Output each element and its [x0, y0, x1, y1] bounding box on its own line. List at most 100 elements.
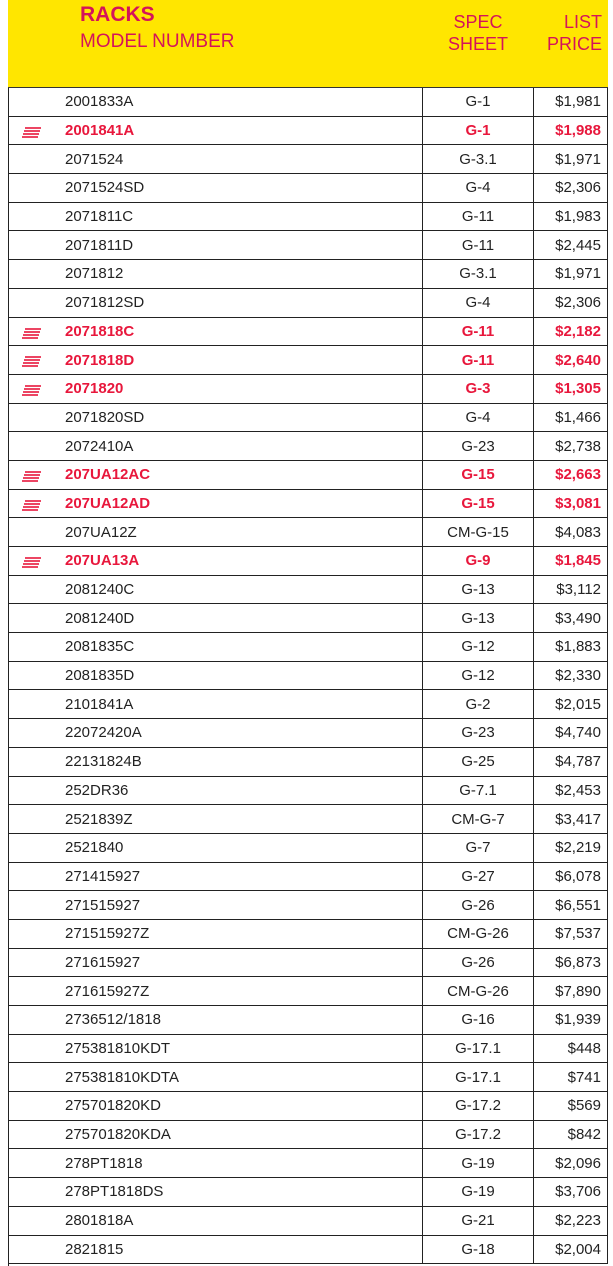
table-row: 2071811C G-11 $1,983 [8, 202, 608, 232]
price-cell: $2,453 [534, 776, 608, 805]
spec-cell: G-19 [422, 1149, 534, 1178]
table-row: 2072410A G-23 $2,738 [8, 432, 608, 461]
table-row: 2071818D G-11 $2,640 [8, 346, 608, 375]
model-cell: 275381810KDTA [65, 1068, 179, 1086]
table-row: 2071820 G-3 $1,305 [8, 374, 608, 404]
table-row: 2071812 G-3.1 $1,971 [8, 260, 608, 289]
price-cell: $6,873 [534, 948, 608, 977]
model-cell: 2071811C [65, 208, 134, 226]
new-icon [22, 470, 42, 487]
model-cell: 252DR36 [65, 781, 129, 799]
spec-cell: G-13 [422, 604, 534, 633]
price-cell: $2,663 [534, 460, 608, 489]
price-cell: $1,971 [534, 260, 608, 288]
price-cell: $1,845 [534, 547, 608, 575]
spec-cell: G-11 [422, 317, 534, 346]
spec-cell: G-9 [422, 547, 534, 575]
price-cell: $4,083 [534, 518, 608, 546]
model-cell: 2071820 [65, 380, 124, 398]
price-cell: $741 [534, 1063, 608, 1092]
table-row: 207UA12AD G-15 $3,081 [8, 489, 608, 519]
table-row: 207UA13A G-9 $1,845 [8, 547, 608, 576]
price-cell: $2,330 [534, 661, 608, 690]
model-cell: 2081240D [65, 609, 135, 627]
spec-cell: G-3.1 [422, 145, 534, 174]
price-cell: $2,640 [534, 346, 608, 374]
left-border [8, 88, 9, 1266]
icon [22, 327, 41, 339]
table-row: 2071524SD G-4 $2,306 [8, 174, 608, 203]
icon [22, 499, 41, 511]
price-cell: $842 [534, 1120, 608, 1149]
model-cell: 278PT1818 [65, 1154, 143, 1172]
price-cell: $3,417 [534, 805, 608, 833]
title: RACKS [80, 3, 155, 26]
spec-cell: CM-G-26 [422, 977, 534, 1005]
spec-cell: G-11 [422, 202, 534, 231]
price-cell: $7,890 [534, 977, 608, 1005]
model-cell: 2821815 [65, 1240, 124, 1258]
model-cell: 2071818C [65, 322, 135, 340]
table-row: 2071820SD G-4 $1,466 [8, 403, 608, 433]
spec-cell: G-1 [422, 116, 534, 145]
icon [22, 385, 41, 396]
table-row: 252DR36 G-7.1 $2,453 [8, 776, 608, 806]
icon [22, 471, 41, 482]
model-cell: 2081835D [65, 667, 135, 685]
model-cell: 271515927 [65, 896, 141, 914]
price-cell: $2,219 [534, 833, 608, 862]
model-cell: 275701820KD [65, 1097, 161, 1115]
table-row: 22131824B G-25 $4,787 [8, 747, 608, 777]
model-cell: 271615927Z [65, 982, 150, 1000]
table-row: 2521839Z CM-G-7 $3,417 [8, 805, 608, 834]
table-row: 275701820KDA G-17.2 $842 [8, 1120, 608, 1150]
table-row: 22072420A G-23 $4,740 [8, 719, 608, 748]
spec-cell: G-15 [422, 489, 534, 518]
spec-cell: G-25 [422, 747, 534, 776]
model-cell: 2801818A [65, 1212, 134, 1230]
price-cell: $2,306 [534, 174, 608, 202]
table-row: 2071524 G-3.1 $1,971 [8, 145, 608, 175]
model-cell: 207UA12Z [65, 523, 137, 541]
spec-cell: G-23 [422, 432, 534, 460]
spec-cell: G-4 [422, 288, 534, 317]
model-cell: 271415927 [65, 867, 141, 885]
table-row: 271515927 G-26 $6,551 [8, 891, 608, 920]
price-cell: $1,883 [534, 633, 608, 661]
model-cell: 2071812SD [65, 294, 145, 312]
icon [22, 356, 41, 367]
table-row: 275381810KDTA G-17.1 $741 [8, 1063, 608, 1093]
table-row: 2001833A G-1 $1,981 [8, 88, 608, 117]
table-row: 2081835C G-12 $1,883 [8, 633, 608, 662]
model-cell: 2072410A [65, 437, 134, 455]
spec-cell: G-15 [422, 460, 534, 489]
table-row: 2071818C G-11 $2,182 [8, 317, 608, 347]
price-label: LIST [563, 12, 602, 32]
icon [22, 557, 41, 568]
price-cell: $1,939 [534, 1006, 608, 1034]
price-cell: $7,537 [534, 919, 608, 948]
spec-cell: G-27 [422, 862, 534, 891]
spec-cell: G-21 [422, 1206, 534, 1235]
price-cell: $6,078 [534, 862, 608, 891]
price-cell: $3,081 [534, 489, 608, 518]
new-icon [22, 355, 42, 372]
price-cell: $2,182 [534, 317, 608, 346]
table-row: 207UA12Z CM-G-15 $4,083 [8, 518, 608, 547]
table-row: 271515927Z CM-G-26 $7,537 [8, 919, 608, 949]
price-cell: $1,981 [534, 88, 608, 116]
price-cell: $3,706 [534, 1178, 608, 1206]
table-row: 275381810KDT G-17.1 $448 [8, 1034, 608, 1064]
model-cell: 271515927Z [65, 925, 150, 943]
spec-cell: G-12 [422, 661, 534, 690]
new-icon [22, 327, 42, 344]
table-row: 207UA12AC G-15 $2,663 [8, 460, 608, 490]
spec-cell: G-7.1 [422, 776, 534, 805]
model-cell: 271615927 [65, 953, 141, 971]
table-row: 271615927 G-26 $6,873 [8, 948, 608, 978]
model-cell: 275701820KDA [65, 1126, 171, 1144]
model-cell: 2071524 [65, 150, 124, 168]
price-cell: $1,971 [534, 145, 608, 174]
header: RACKS MODEL NUMBER SPEC SHEET LIST PRICE [8, 0, 608, 88]
